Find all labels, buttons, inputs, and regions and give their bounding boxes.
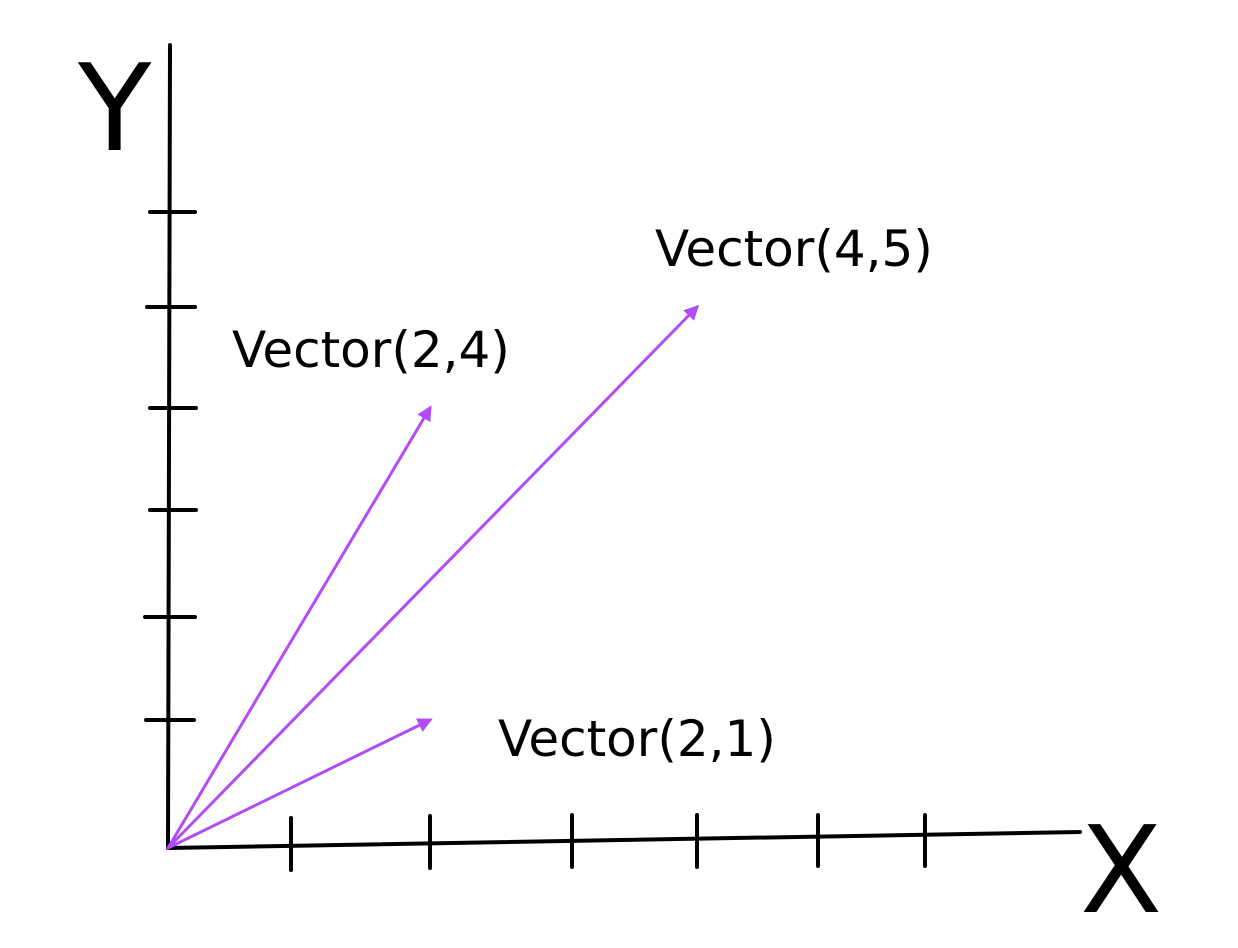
vector-label-2-4: Vector(2,4) (232, 321, 510, 379)
vector-arrow-4-5 (166, 304, 700, 850)
vector-label-2-1: Vector(2,1) (498, 710, 776, 768)
y-axis-line (166, 43, 172, 850)
y-axis-label: Y (77, 40, 152, 179)
vector-arrow-2-4 (166, 405, 432, 850)
vector-arrow-2-1 (166, 718, 433, 850)
vector-label-4-5: Vector(4,5) (655, 220, 933, 278)
x-axis-line (166, 830, 1082, 850)
x-axis-label: X (1080, 802, 1162, 941)
